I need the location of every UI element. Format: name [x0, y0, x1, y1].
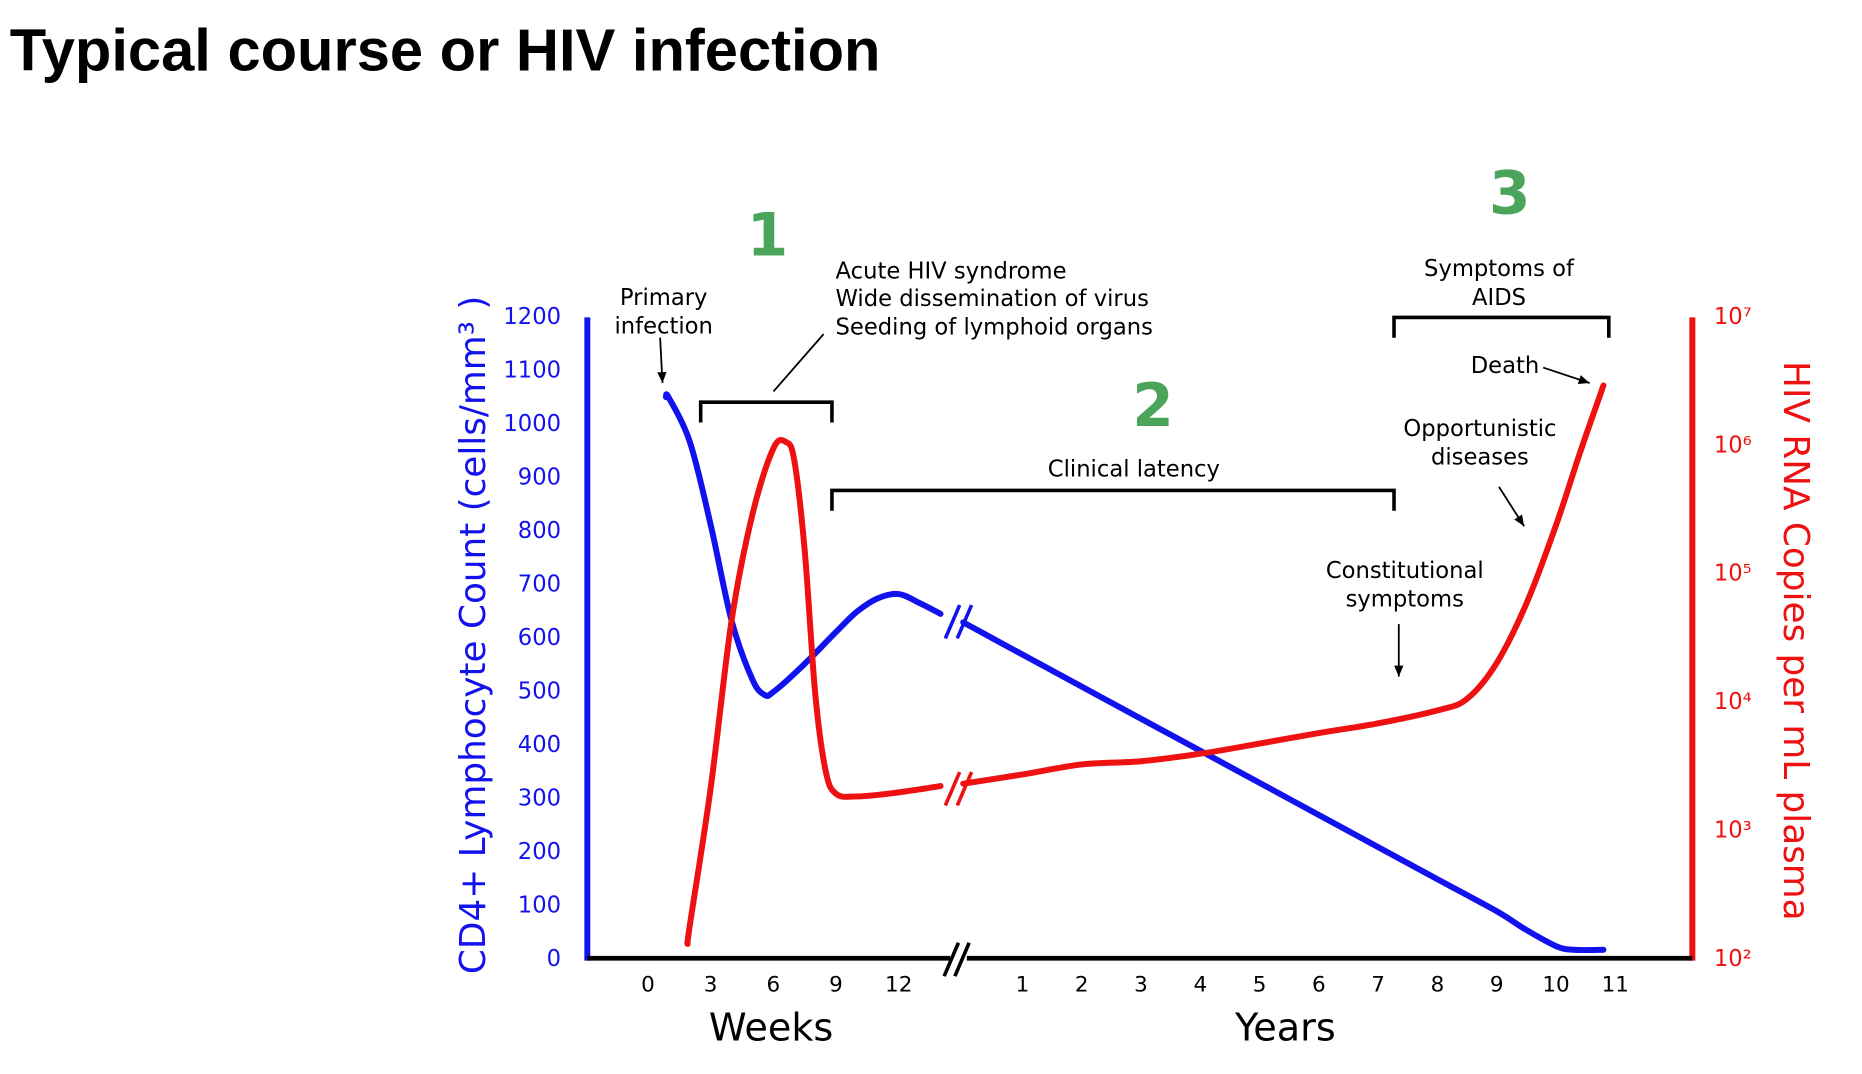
axis-break	[942, 942, 961, 977]
line-break	[955, 771, 974, 807]
annotation: Symptoms of	[1424, 256, 1575, 282]
annotation: Death	[1471, 353, 1540, 379]
phase-number: 3	[1489, 159, 1531, 228]
x-tick-label: 0	[641, 973, 655, 998]
annotation: Seeding of lymphoid organs	[836, 315, 1153, 341]
x-axis-label: Years	[1234, 1006, 1336, 1050]
x-tick-label: 9	[1490, 973, 1504, 998]
annotation: infection	[614, 313, 712, 339]
y-tick-label: 100	[518, 892, 561, 918]
y-tick-label: 900	[518, 464, 561, 490]
y-tick-label: 1100	[503, 357, 561, 383]
y2-tick-label: 10⁶	[1714, 432, 1752, 458]
x-tick-label: 9	[829, 973, 843, 998]
line-break	[943, 771, 962, 807]
annotation: Clinical latency	[1048, 457, 1220, 483]
chart-title: Typical course or HIV infection	[10, 17, 881, 84]
bracket	[830, 488, 1396, 511]
y-tick-label: 500	[518, 678, 561, 704]
annotation: Primary	[620, 285, 708, 311]
annotation-leader	[772, 333, 825, 393]
x-tick-label: 5	[1253, 973, 1267, 998]
line-break	[943, 604, 962, 640]
y2-tick-label: 10⁵	[1714, 561, 1752, 587]
x-tick-label: 6	[1312, 973, 1326, 998]
y2-tick-label: 10⁴	[1714, 689, 1752, 715]
phase-number: 1	[747, 201, 789, 270]
annotation: AIDS	[1472, 285, 1526, 311]
x-tick-label: 3	[1134, 973, 1148, 998]
series-line	[662, 391, 944, 699]
x-tick-label: 1	[1016, 973, 1030, 998]
arrow-head	[657, 371, 667, 384]
y2-tick-label: 10³	[1714, 818, 1752, 844]
x-tick-label: 12	[885, 973, 912, 998]
x-tick-label: 6	[766, 973, 780, 998]
series-line	[960, 619, 1607, 954]
y2-tick-label: 10²	[1714, 946, 1752, 972]
annotation: Opportunistic	[1403, 416, 1556, 442]
annotation: Wide dissemination of virus	[836, 286, 1149, 312]
line-break	[955, 604, 974, 640]
arrow-head	[1514, 514, 1525, 527]
annotation: symptoms	[1346, 587, 1464, 613]
x-tick-label: 11	[1602, 973, 1629, 998]
y-tick-label: 200	[518, 839, 561, 865]
series-line	[960, 382, 1607, 787]
y-tick-label: 800	[518, 518, 561, 544]
y2-axis-label: HIV RNA Copies per mL plasma	[1775, 361, 1816, 921]
arrow-head	[1577, 375, 1590, 384]
y-tick-label: 700	[518, 571, 561, 597]
y-tick-label: 300	[518, 785, 561, 811]
annotation: diseases	[1431, 445, 1529, 471]
x-tick-label: 4	[1193, 973, 1207, 998]
x-tick-label: 3	[704, 973, 718, 998]
y-tick-label: 400	[518, 732, 561, 758]
x-tick-label: 7	[1371, 973, 1385, 998]
y-tick-label: 1000	[503, 411, 561, 437]
series-line	[684, 437, 944, 947]
arrow-head	[1394, 665, 1404, 677]
y-tick-label: 0	[547, 946, 561, 972]
x-tick-label: 10	[1542, 973, 1569, 998]
y-tick-label: 600	[518, 625, 561, 651]
annotation: Acute HIV syndrome	[836, 259, 1067, 285]
x-axis-label: Weeks	[709, 1006, 833, 1050]
x-tick-label: 8	[1431, 973, 1445, 998]
bracket	[1392, 315, 1611, 338]
y-tick-label: 1200	[503, 304, 561, 330]
axis-break	[953, 942, 971, 977]
y2-tick-label: 10⁷	[1714, 304, 1752, 330]
phase-number: 2	[1132, 372, 1174, 441]
x-tick-label: 2	[1075, 973, 1089, 998]
y-axis-label: CD4+ Lymphocyte Count (cells/mm³ )	[453, 296, 494, 974]
bracket	[698, 400, 834, 423]
annotation: Constitutional	[1326, 558, 1484, 584]
